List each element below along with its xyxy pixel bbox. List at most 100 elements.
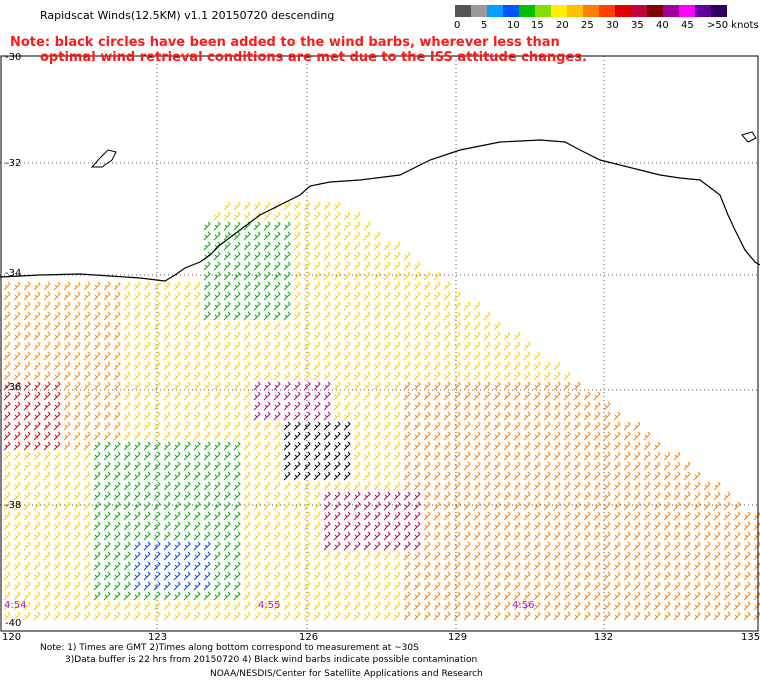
wind-barb [243, 301, 251, 311]
wind-barb [493, 551, 501, 561]
wind-barb [233, 241, 241, 251]
wind-barb [93, 611, 101, 621]
wind-barb [543, 421, 551, 431]
wind-barb [103, 421, 111, 431]
wind-barb [443, 481, 451, 491]
wind-barb [303, 281, 311, 291]
wind-barb [413, 431, 421, 441]
wind-barb [93, 311, 101, 321]
wind-barb [493, 491, 501, 501]
wind-barb [383, 281, 391, 291]
wind-barb [673, 551, 681, 561]
wind-barb [223, 461, 231, 471]
wind-barb [403, 471, 411, 481]
wind-barb [473, 571, 481, 581]
wind-barb [23, 501, 31, 511]
wind-barb [83, 331, 91, 341]
wind-barb [613, 461, 621, 471]
wind-barb [243, 391, 251, 401]
wind-barb [283, 451, 291, 461]
island-coastline [90, 149, 117, 168]
wind-barb [493, 331, 501, 341]
wind-barb [653, 601, 661, 611]
wind-barb [383, 441, 391, 451]
wind-barb [563, 511, 571, 521]
wind-barb [213, 231, 221, 241]
wind-barb [583, 541, 591, 551]
wind-barb [323, 601, 331, 611]
wind-barb [433, 381, 441, 391]
wind-barb [123, 601, 131, 611]
wind-barb [3, 331, 11, 341]
wind-barb [253, 601, 261, 611]
wind-barb [433, 411, 441, 421]
wind-barb [253, 241, 261, 251]
wind-barb [593, 611, 601, 621]
wind-barb [313, 271, 321, 281]
wind-barb [213, 581, 221, 591]
wind-barb [33, 331, 41, 341]
wind-barb [483, 431, 491, 441]
wind-barb [503, 541, 511, 551]
wind-barb [63, 591, 71, 601]
wind-barb [63, 501, 71, 511]
wind-barb [363, 511, 371, 521]
wind-barb [373, 231, 381, 241]
wind-barb [613, 531, 621, 541]
wind-barb [283, 361, 291, 371]
wind-barb [503, 351, 511, 361]
lon-label-132: 132 [594, 632, 614, 643]
wind-barb [113, 391, 121, 401]
wind-barb [263, 611, 271, 621]
wind-barb [83, 441, 91, 451]
wind-barb [313, 311, 321, 321]
wind-barb [333, 571, 341, 581]
wind-barb [613, 611, 621, 621]
wind-barb [643, 591, 651, 601]
wind-barb [163, 551, 171, 561]
wind-barb [43, 321, 51, 331]
wind-barb [573, 521, 581, 531]
wind-barb [243, 521, 251, 531]
wind-barb [423, 561, 431, 571]
wind-barb [453, 491, 461, 501]
wind-barb [213, 381, 221, 391]
wind-barb [13, 281, 21, 291]
wind-barb [263, 221, 271, 231]
wind-barb [103, 571, 111, 581]
wind-barb [683, 591, 691, 601]
wind-barb [363, 581, 371, 591]
wind-barb [193, 381, 201, 391]
wind-barb [513, 551, 521, 561]
wind-barb [303, 251, 311, 261]
legend-label: 20 [556, 20, 569, 31]
wind-barb [53, 311, 61, 321]
wind-barb [193, 321, 201, 331]
wind-barb [43, 611, 51, 621]
wind-barb [213, 491, 221, 501]
wind-barb [583, 401, 591, 411]
wind-barb [103, 361, 111, 371]
wind-barb [673, 561, 681, 571]
wind-barb [43, 391, 51, 401]
wind-barb [313, 411, 321, 421]
wind-barb [443, 361, 451, 371]
wind-barb [173, 481, 181, 491]
wind-barb [253, 571, 261, 581]
wind-barb [373, 371, 381, 381]
wind-barb [113, 511, 121, 521]
wind-barb [343, 571, 351, 581]
wind-barb [353, 281, 361, 291]
wind-barb [313, 551, 321, 561]
wind-barb [113, 611, 121, 621]
wind-barb [723, 511, 731, 521]
wind-barb [83, 361, 91, 371]
wind-barb [483, 311, 491, 321]
wind-barb [153, 591, 161, 601]
wind-barb [633, 601, 641, 611]
wind-barb [493, 361, 501, 371]
wind-barb [633, 611, 641, 621]
wind-barb [503, 501, 511, 511]
wind-barb [33, 291, 41, 301]
wind-barb [313, 421, 321, 431]
